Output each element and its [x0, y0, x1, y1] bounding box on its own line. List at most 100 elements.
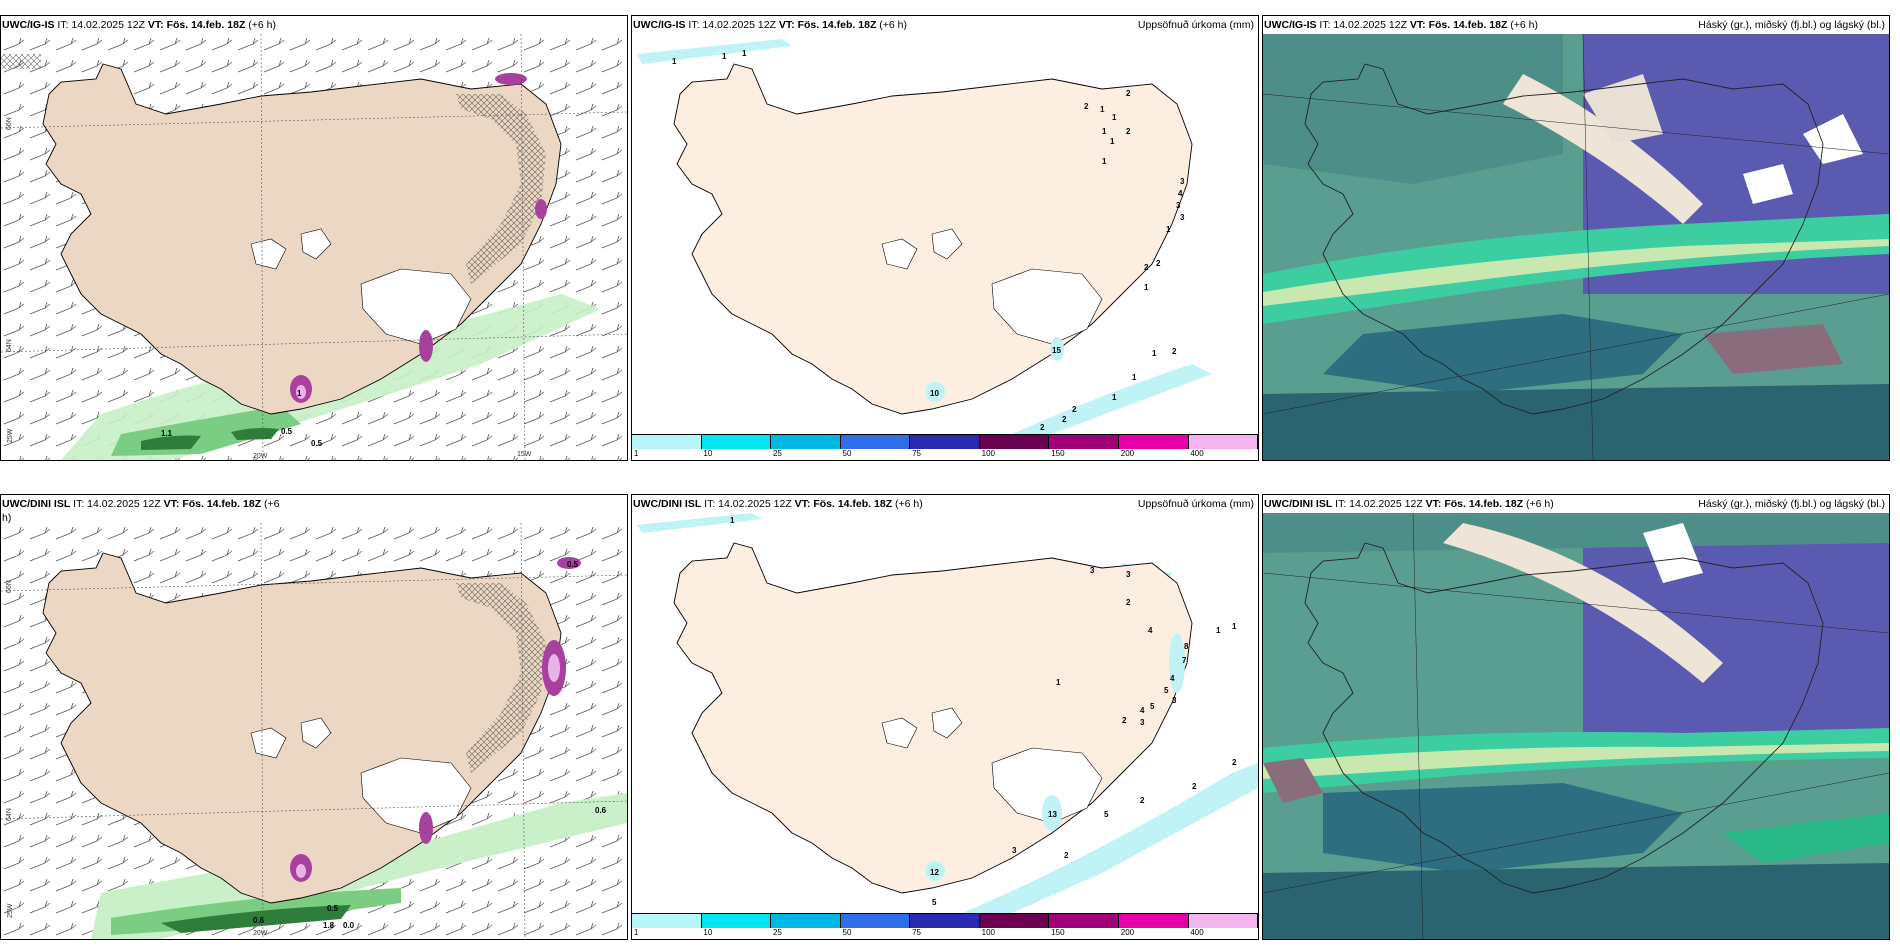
precip-label: 1	[1112, 393, 1117, 402]
precip-label: 1	[1056, 678, 1061, 687]
precip-label: 2	[1172, 347, 1177, 356]
axis-label-25w: 25W	[7, 428, 14, 443]
panel-bot-mid-precip-map: UWC/DINI ISL IT: 14.02.2025 12Z VT: Fös.…	[631, 494, 1259, 940]
precip-label: 1	[1232, 622, 1237, 631]
precip-label: 12	[930, 868, 939, 877]
panel-header: UWC/IG-IS IT: 14.02.2025 12Z VT: Fös. 14…	[1, 16, 277, 34]
precip-label: 2	[1232, 758, 1237, 767]
colorbar-swatch	[840, 435, 911, 449]
panel-right-title: Háský (gr.), miðský (fj.bl.) og lágský (…	[1698, 498, 1885, 510]
colorbar-swatch	[701, 914, 772, 928]
precip-label: 1	[1166, 225, 1171, 234]
colorbar-tick: 200	[1120, 449, 1135, 458]
wind-precip-map: 66N 64N 20W 25W 0.5 0.6 0.5 0.6 1.8 0.0	[1, 523, 627, 939]
axis-label-25w: 25W	[7, 903, 14, 918]
colorbar-tick: 100	[981, 928, 995, 937]
panel-top-left-wind-map: UWC/IG-IS IT: 14.02.2025 12Z VT: Fös. 14…	[0, 15, 628, 461]
axis-label-15w: 15W	[517, 451, 532, 458]
panel-top-mid-precip-map: UWC/IG-IS IT: 14.02.2025 12Z VT: Fös. 14…	[631, 15, 1259, 461]
precip-label: 3	[1180, 213, 1185, 222]
precip-label: 3	[1172, 696, 1177, 705]
panel-header: UWC/DINI ISL IT: 14.02.2025 12Z VT: Fös.…	[632, 495, 923, 513]
panel-right-title: Háský (gr.), miðský (fj.bl.) og lágský (…	[1698, 19, 1885, 31]
colorbar-swatch	[910, 914, 980, 928]
panel-header: UWC/DINI ISL IT: 14.02.2025 12Z VT: Fös.…	[1263, 495, 1554, 513]
colorbar-swatch	[840, 914, 911, 928]
precip-label: 1.1	[161, 429, 173, 438]
precip-label: 3	[1012, 846, 1017, 855]
precip-map: 1 1 1 2 1 1 2 1 1 2 1 3 4 3 3 1 2 2 1 1 …	[632, 34, 1258, 434]
colorbar-tick: 10	[703, 449, 713, 458]
precip-label: 4	[1170, 674, 1175, 683]
precip-label: 2	[1122, 716, 1127, 725]
panel-right-title: Uppsöfnuð úrkoma (mm)	[1137, 19, 1254, 31]
precip-label: 1	[1102, 127, 1107, 136]
colorbar-tick: 75	[912, 928, 921, 937]
precip-label: 2	[1126, 598, 1131, 607]
precip-label: 8	[1184, 642, 1189, 651]
colorbar-swatch	[1188, 914, 1258, 928]
precip-label: 2	[1156, 259, 1161, 268]
axis-label-66n: 66N	[6, 117, 13, 130]
precip-label: 1	[730, 516, 735, 525]
precip-label: 2	[1040, 423, 1045, 432]
cloud-map	[1263, 34, 1889, 460]
colorbar-tick: 10	[703, 928, 713, 937]
colorbar-tick: 1	[633, 449, 639, 458]
axis-label-64n: 64N	[6, 808, 13, 821]
precip-label: 4	[1148, 626, 1153, 635]
panel-bot-right-cloud-map: UWC/DINI ISL IT: 14.02.2025 12Z VT: Fös.…	[1262, 494, 1890, 940]
precip-label: 1	[1110, 137, 1115, 146]
precip-label: 2	[1144, 263, 1149, 272]
precip-label: 2	[1140, 796, 1145, 805]
colorbar-tick: 25	[772, 449, 782, 458]
colorbar-tick: 400	[1190, 928, 1204, 937]
colorbar-tick: 50	[842, 928, 852, 937]
colorbar-tick: 200	[1120, 928, 1135, 937]
colorbar-swatch	[1188, 435, 1258, 449]
panel-header: UWC/IG-IS IT: 14.02.2025 12Z VT: Fös. 14…	[1263, 16, 1539, 34]
panel-header: UWC/DINI ISL IT: 14.02.2025 12Z VT: Fös.…	[1, 495, 280, 513]
precip-label: 3	[1126, 570, 1131, 579]
precip-label: 1	[1144, 283, 1149, 292]
precip-label: 1	[1152, 349, 1157, 358]
precip-label: 15	[1052, 346, 1061, 355]
precip-label: 2	[1062, 415, 1067, 424]
precip-label: 2	[1084, 102, 1089, 111]
colorbar-tick: 1	[633, 928, 639, 937]
precip-map: 1 3 3 2 4 8 7 4 5 3 1 1 1 4 5 3 2 2 2 2 …	[632, 513, 1258, 913]
colorbar-tick: 150	[1051, 449, 1065, 458]
precip-label: 1	[1100, 105, 1105, 114]
colorbar-swatch	[632, 914, 702, 928]
colorbar-tick: 25	[772, 928, 782, 937]
colorbar-tick: 400	[1190, 449, 1204, 458]
precip-label: 2	[1126, 89, 1131, 98]
precip-label: 1	[1102, 157, 1107, 166]
precip-label: 0.5	[567, 560, 579, 569]
precip-label: 13	[1048, 810, 1057, 819]
colorbar-swatch	[1049, 435, 1119, 449]
precip-label: 1	[1216, 626, 1221, 635]
precip-label: 5	[1104, 810, 1109, 819]
cloud-map	[1263, 513, 1889, 939]
precip-label: 7	[1182, 656, 1187, 665]
precip-label: 5	[932, 898, 937, 907]
colorbar-tick: 50	[842, 449, 852, 458]
precip-label: 3	[1180, 177, 1185, 186]
precip-label: 0.6	[595, 806, 607, 815]
colorbar-swatch	[1118, 435, 1189, 449]
colorbar-swatch	[979, 914, 1050, 928]
precip-label: 2	[1126, 127, 1131, 136]
panel-top-right-cloud-map: UWC/IG-IS IT: 14.02.2025 12Z VT: Fös. 14…	[1262, 15, 1890, 461]
precip-label: 0.5	[281, 427, 293, 436]
axis-label-66n: 66N	[6, 580, 13, 593]
precip-label: 5	[1150, 702, 1155, 711]
axis-label-64n: 64N	[6, 339, 13, 352]
colorbar-tick: 75	[912, 449, 921, 458]
precip-label: 4	[1140, 706, 1145, 715]
precip-label: 0.5	[311, 439, 323, 448]
colorbar-swatch	[771, 435, 841, 449]
colorbar-tick: 150	[1051, 928, 1065, 937]
colorbar-swatch	[771, 914, 841, 928]
colorbar-swatch	[1118, 914, 1189, 928]
